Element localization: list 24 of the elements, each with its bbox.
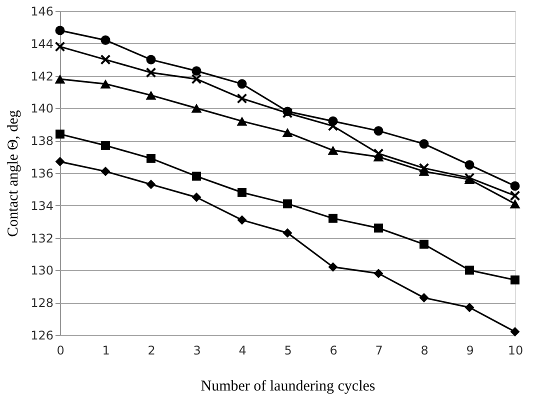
y-tick-label: 128 [30,296,54,310]
x-tick-label: 4 [238,344,246,358]
y-tick-label: 142 [30,69,54,84]
y-tick-label: 130 [30,264,54,278]
y-tick-label: 126 [30,328,54,342]
x-tick-label: 10 [508,344,524,358]
x-tick-label: 6 [330,344,338,358]
y-tick-label: 134 [30,198,54,213]
y-axis-title: Contact angle Θ, deg [6,110,22,237]
x-axis-title: Number of laundering cycles [200,378,376,394]
y-tick-label: 138 [30,134,54,148]
x-tick-label: 0 [56,344,64,358]
y-tick-label: 146 [30,4,54,18]
x-tick-label: 7 [375,344,383,358]
y-tick-label: 136 [30,166,54,180]
x-tick-label: 8 [420,344,428,358]
x-tick-label: 1 [102,344,110,358]
x-tick-label: 5 [284,344,292,358]
x-tick-label: 9 [466,344,474,358]
x-tick-label: 2 [148,344,156,358]
x-tick-label: 3 [193,344,201,358]
y-tick-label: 132 [30,231,54,246]
y-tick-label: 140 [30,102,54,116]
y-tick-label: 144 [30,36,54,51]
